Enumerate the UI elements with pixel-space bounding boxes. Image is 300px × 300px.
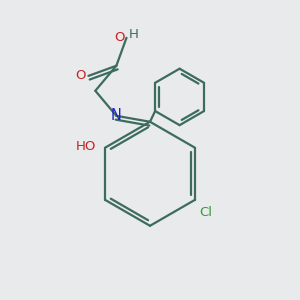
Text: O: O (75, 69, 86, 82)
Text: Cl: Cl (200, 206, 212, 219)
Text: N: N (111, 108, 122, 123)
Text: O: O (115, 31, 125, 44)
Text: HO: HO (76, 140, 96, 153)
Text: H: H (129, 28, 139, 41)
